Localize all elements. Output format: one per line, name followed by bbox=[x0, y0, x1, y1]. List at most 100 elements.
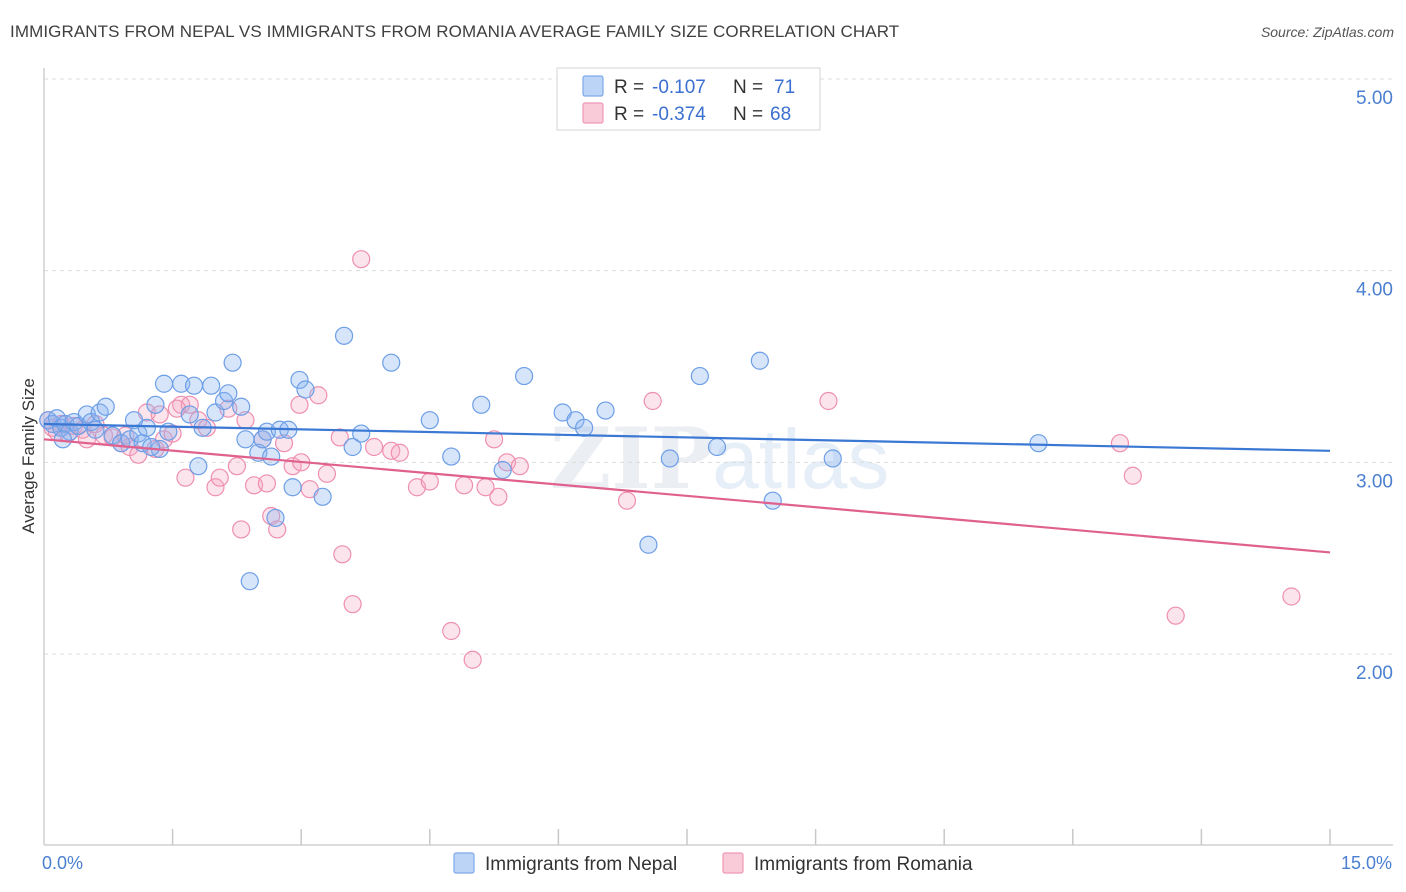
nepal-trendline bbox=[43, 422, 1331, 452]
romania-point-38 bbox=[317, 464, 337, 483]
series-nepal-points bbox=[39, 326, 1048, 591]
stats-legend: R = -0.107 N = 71 R = -0.374 N = 68 bbox=[556, 67, 821, 131]
nepal-point-50 bbox=[382, 353, 401, 372]
y-tick-labels: 2.00 3.00 4.00 5.00 bbox=[1356, 88, 1393, 684]
legend-nepal-r-label: R = bbox=[614, 77, 644, 98]
nepal-point-66 bbox=[823, 449, 842, 468]
legend-romania-r-label: R = bbox=[614, 104, 644, 125]
bottom-legend-swatch-nepal bbox=[453, 852, 475, 874]
romania-point-14 bbox=[150, 405, 169, 424]
legend-romania-r-value: -0.374 bbox=[652, 104, 706, 125]
romania-point-57 bbox=[643, 391, 662, 411]
romania-point-25 bbox=[227, 457, 246, 476]
romania-trendline bbox=[43, 438, 1331, 554]
bottom-legend-swatch-romania bbox=[722, 852, 744, 874]
nepal-point-64 bbox=[750, 351, 769, 370]
nepal-point-32 bbox=[223, 353, 242, 372]
nepal-point-47 bbox=[334, 326, 354, 345]
nepal-point-25 bbox=[184, 376, 204, 395]
nepal-point-24 bbox=[180, 405, 199, 424]
romania-point-52 bbox=[485, 430, 504, 449]
nepal-point-35 bbox=[240, 572, 259, 591]
romania-point-56 bbox=[617, 491, 637, 510]
romania-point-62 bbox=[1282, 587, 1301, 606]
legend-nepal-n-label: N = bbox=[733, 77, 763, 98]
nepal-point-70 bbox=[142, 437, 161, 457]
nepal-point-19 bbox=[146, 395, 165, 414]
romania-point-50 bbox=[463, 650, 482, 669]
nepal-point-67 bbox=[1029, 434, 1048, 453]
romania-point-59 bbox=[1110, 434, 1130, 453]
romania-point-18 bbox=[176, 468, 195, 487]
nepal-point-11 bbox=[96, 397, 115, 416]
nepal-point-45 bbox=[296, 380, 315, 399]
romania-point-41 bbox=[343, 595, 362, 614]
nepal-point-33 bbox=[232, 397, 251, 416]
nepal-point-51 bbox=[420, 411, 439, 430]
nepal-point-53 bbox=[472, 395, 491, 414]
nepal-point-62 bbox=[690, 366, 709, 386]
bottom-legend-label-nepal: Immigrants from Nepal bbox=[485, 854, 677, 875]
nepal-point-44 bbox=[290, 370, 309, 390]
legend-romania-n-label: N = bbox=[733, 104, 763, 125]
nepal-point-49 bbox=[352, 424, 371, 443]
romania-point-32 bbox=[274, 434, 294, 453]
x-tick-label-min: 0.0% bbox=[42, 853, 83, 873]
romania-point-22 bbox=[206, 478, 225, 497]
y-axis-title: Average Family Size bbox=[19, 378, 38, 534]
nepal-point-65 bbox=[763, 491, 782, 510]
nepal-point-39 bbox=[262, 447, 281, 466]
nepal-point-55 bbox=[515, 366, 534, 386]
romania-point-26 bbox=[232, 520, 251, 539]
legend-nepal-n-value: 71 bbox=[774, 77, 795, 98]
romania-point-47 bbox=[420, 472, 439, 491]
nepal-point-34 bbox=[236, 430, 255, 449]
legend-swatch-nepal bbox=[582, 75, 604, 97]
romania-point-67 bbox=[257, 474, 277, 493]
nepal-point-63 bbox=[707, 437, 727, 457]
romania-point-49 bbox=[454, 476, 474, 495]
y-tick-label-4: 4.00 bbox=[1356, 280, 1393, 301]
nepal-point-28 bbox=[202, 376, 221, 395]
romania-point-39 bbox=[330, 428, 349, 447]
legend-romania-n-value: 68 bbox=[770, 104, 791, 125]
y-tick-label-5: 5.00 bbox=[1356, 88, 1393, 109]
nepal-point-18 bbox=[137, 418, 156, 437]
nepal-point-48 bbox=[343, 437, 362, 457]
svg-text:atlas: atlas bbox=[712, 412, 889, 506]
legend-swatch-romania bbox=[582, 102, 604, 124]
y-tick-label-3: 3.00 bbox=[1356, 471, 1393, 492]
nepal-point-60 bbox=[639, 535, 658, 554]
nepal-point-61 bbox=[660, 449, 679, 468]
nepal-point-26 bbox=[189, 457, 208, 476]
y-tick-label-2: 2.00 bbox=[1356, 663, 1393, 684]
romania-point-23 bbox=[210, 468, 229, 487]
nepal-point-43 bbox=[283, 478, 302, 497]
romania-point-42 bbox=[352, 250, 371, 269]
nepal-point-58 bbox=[575, 418, 594, 437]
chart-title: IMMIGRANTS FROM NEPAL VS IMMIGRANTS FROM… bbox=[10, 22, 900, 41]
romania-point-45 bbox=[390, 443, 409, 462]
romania-point-34 bbox=[290, 395, 309, 414]
nepal-point-69 bbox=[86, 420, 105, 439]
nepal-point-68 bbox=[53, 430, 72, 449]
gridlines bbox=[44, 78, 1393, 655]
series-legend: Immigrants from Nepal Immigrants from Ro… bbox=[453, 852, 973, 875]
source-credit: Source: ZipAtlas.com bbox=[1260, 24, 1394, 40]
x-tick-label-max: 15.0% bbox=[1341, 853, 1392, 873]
nepal-point-21 bbox=[154, 374, 174, 393]
romania-point-40 bbox=[333, 545, 352, 564]
romania-point-60 bbox=[1123, 466, 1142, 485]
nepal-point-31 bbox=[219, 384, 238, 403]
bottom-legend-label-romania: Immigrants from Romania bbox=[754, 854, 973, 875]
romania-point-43 bbox=[364, 437, 384, 457]
romania-point-48 bbox=[442, 621, 461, 641]
romania-point-31 bbox=[268, 520, 287, 539]
romania-point-61 bbox=[1166, 606, 1185, 625]
nepal-point-59 bbox=[596, 401, 615, 420]
romania-point-53 bbox=[489, 487, 508, 506]
nepal-point-52 bbox=[442, 447, 461, 466]
trendlines bbox=[43, 422, 1331, 554]
romania-point-58 bbox=[819, 391, 838, 411]
x-ticks bbox=[171, 829, 1331, 845]
